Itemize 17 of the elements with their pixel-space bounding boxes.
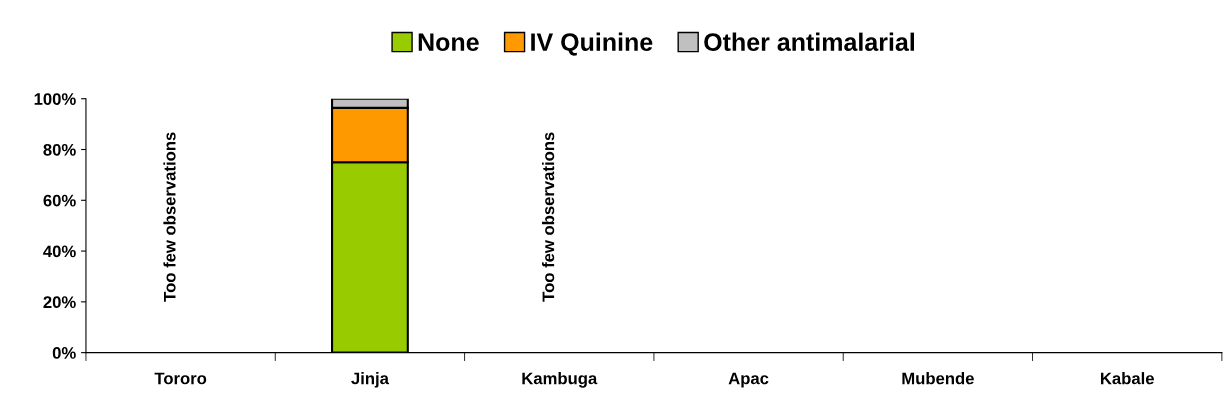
x-tick-label: Mubende xyxy=(902,372,974,385)
x-tick-label: Kabale xyxy=(1100,372,1154,385)
legend-label: IV Quinine xyxy=(531,32,653,56)
x-tick-label: Tororo xyxy=(154,372,207,385)
legend-label: None xyxy=(418,33,479,51)
y-tick-label: 40% xyxy=(43,245,76,258)
y-tick-label: 0% xyxy=(52,347,76,359)
x-tick-label: Kambuga xyxy=(522,372,598,388)
annotation: Too few observations xyxy=(163,132,176,302)
y-tick-label: 20% xyxy=(43,296,76,309)
annotation: Too few observations xyxy=(542,132,555,302)
y-tick-label: 60% xyxy=(43,194,76,207)
y-tick-label: 100% xyxy=(34,93,76,105)
legend-label: Other antimalarial xyxy=(704,32,914,51)
x-tick-label: Jinja xyxy=(351,372,390,388)
y-tick-label: 80% xyxy=(43,143,76,156)
x-tick-label: Apac xyxy=(728,372,769,388)
